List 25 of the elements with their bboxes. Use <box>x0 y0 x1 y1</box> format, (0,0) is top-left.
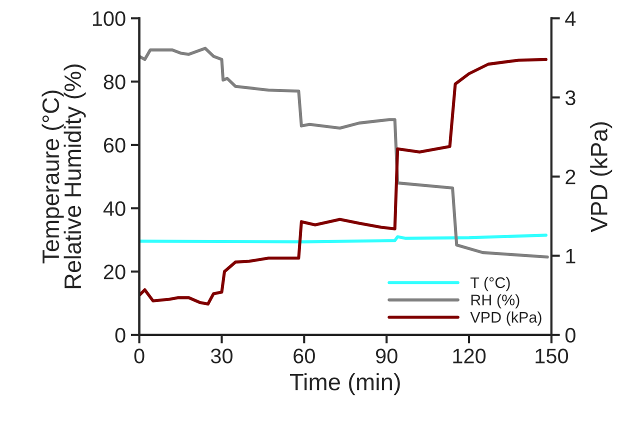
y-tick-label: 40 <box>103 201 126 216</box>
y-tick-label: 0 <box>115 328 126 343</box>
x-axis-title: Time (min) <box>290 373 400 396</box>
y-tick-label: 20 <box>104 264 126 280</box>
legend-label: RH (%) <box>471 294 520 308</box>
x-tick-label: 150 <box>536 348 568 364</box>
x-tick-label: 30 <box>210 348 233 364</box>
y-tick-label: 60 <box>104 138 126 153</box>
y2-tick-label: 2 <box>566 170 576 184</box>
legend-label: T (°C) <box>470 276 510 292</box>
legend-label: VPD (kPa) <box>470 311 542 326</box>
y2-tick-label: 1 <box>566 248 576 264</box>
line-series <box>139 46 549 259</box>
y-tick-label: 100 <box>92 11 126 26</box>
y2-axis-title: VPD (kPa) <box>590 122 612 232</box>
x-tick-label: 60 <box>294 348 315 364</box>
y2-tick-label: 3 <box>565 90 576 106</box>
x-tick-label: 120 <box>453 348 486 364</box>
x-tick-label: 0 <box>134 348 144 364</box>
y2-tick-label: 0 <box>565 328 576 343</box>
y-axis-title: Temperaure (°C) Relative Humidity (%) <box>42 64 86 288</box>
x-tick-label: 90 <box>376 348 398 364</box>
line-series <box>139 234 548 244</box>
y2-tick-label: 4 <box>565 11 576 26</box>
y-tick-label: 80 <box>104 74 126 90</box>
